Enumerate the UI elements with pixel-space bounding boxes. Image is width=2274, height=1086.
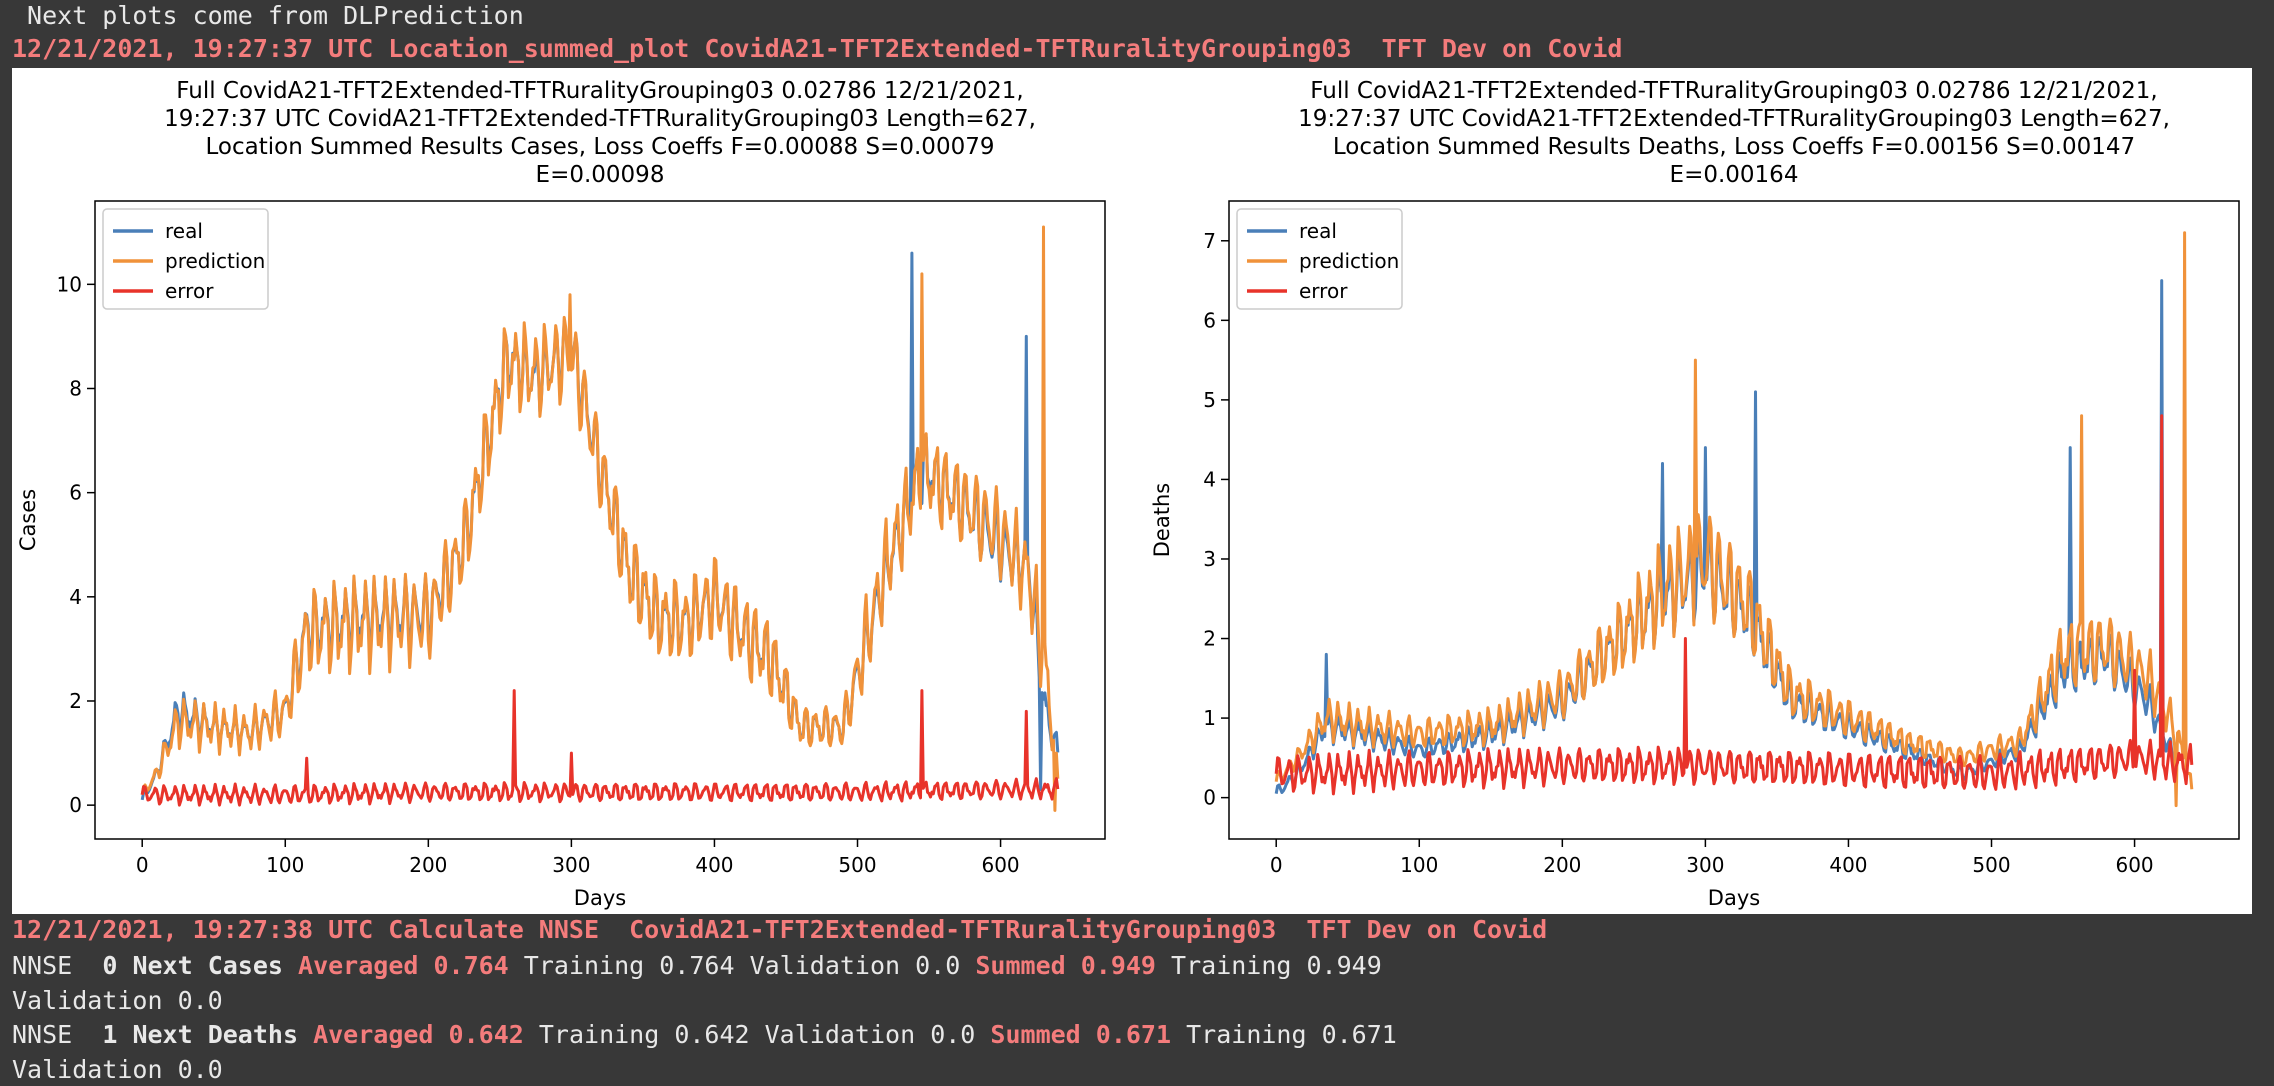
y-tick-label: 8: [69, 376, 82, 400]
legend-label-real: real: [165, 219, 203, 243]
y-tick-label: 2: [1203, 627, 1216, 651]
x-tick-label: 0: [136, 853, 149, 877]
x-tick-label: 500: [838, 853, 876, 877]
y-tick-label: 0: [69, 793, 82, 817]
chart-title-line: Location Summed Results Deaths, Loss Coe…: [1333, 134, 2135, 160]
nnse-averaged-detail: Training 0.764 Validation 0.0: [523, 951, 961, 980]
legend-box: [102, 208, 269, 310]
plot-panel: Full CovidA21-TFT2Extended-TFTRuralityGr…: [12, 68, 2252, 914]
nnse-validation-1: Validation 0.0: [12, 1055, 223, 1084]
x-tick-label: 200: [409, 853, 447, 877]
x-tick-label: 400: [695, 853, 733, 877]
nnse-summed: Summed 0.671: [990, 1020, 1172, 1049]
y-tick-label: 7: [1203, 229, 1216, 253]
y-tick-label: 4: [1203, 467, 1216, 491]
nnse-row-0: NNSE 0 Next Cases Averaged 0.764 Trainin…: [12, 950, 1382, 982]
y-tick-label: 0: [1203, 786, 1216, 810]
y-tick-label: 5: [1203, 388, 1216, 412]
x-axis-label: Days: [1708, 886, 1760, 910]
x-tick-label: 0: [1270, 853, 1283, 877]
x-tick-label: 100: [266, 853, 304, 877]
axes-frame: [1228, 200, 2240, 840]
nnse-summed-detail: Training 0.671: [1186, 1020, 1397, 1049]
chart-title-line: 19:27:37 UTC CovidA21-TFT2Extended-TFTRu…: [164, 106, 1036, 132]
nnse-id: 1: [102, 1020, 118, 1049]
chart-title-line: E=0.00164: [1670, 162, 1799, 188]
chart-cases: Full CovidA21-TFT2Extended-TFTRuralityGr…: [16, 78, 1106, 910]
y-axis-label: Deaths: [1150, 483, 1174, 557]
intro-text: Next plots come from DLPrediction: [12, 1, 524, 30]
series-line-error: [1274, 414, 2194, 796]
series-line-prediction: [1274, 231, 2194, 808]
legend-label-error: error: [1299, 279, 1348, 303]
y-tick-label: 6: [69, 481, 82, 505]
chart-title-line: Location Summed Results Cases, Loss Coef…: [206, 134, 995, 160]
chart-title-line: E=0.00098: [536, 162, 665, 188]
x-tick-label: 300: [1686, 853, 1724, 877]
chart-title-line: 19:27:37 UTC CovidA21-TFT2Extended-TFTRu…: [1298, 106, 2170, 132]
nnse-prefix: NNSE: [12, 1020, 103, 1049]
y-axis-label: Cases: [16, 489, 40, 551]
chart-title-line: Full CovidA21-TFT2Extended-TFTRuralityGr…: [176, 78, 1023, 104]
nnse-label: Next Cases: [132, 951, 283, 980]
chart-title-line: Full CovidA21-TFT2Extended-TFTRuralityGr…: [1310, 78, 2157, 104]
legend-label-prediction: prediction: [1299, 249, 1399, 273]
plots-svg: Full CovidA21-TFT2Extended-TFTRuralityGr…: [16, 78, 2240, 910]
x-tick-label: 500: [1972, 853, 2010, 877]
axes-frame: [94, 200, 1106, 840]
nnse-summed-detail: Training 0.949: [1171, 951, 1382, 980]
nnse-row-1: NNSE 1 Next Deaths Averaged 0.642 Traini…: [12, 1019, 1397, 1051]
x-tick-label: 200: [1543, 853, 1581, 877]
nnse-heading: 12/21/2021, 19:27:38 UTC Calculate NNSE …: [12, 915, 1548, 944]
y-tick-label: 4: [69, 585, 82, 609]
y-tick-label: 2: [69, 689, 82, 713]
plot-heading: 12/21/2021, 19:27:37 UTC Location_summed…: [12, 34, 1623, 63]
nnse-averaged: Averaged 0.764: [298, 951, 509, 980]
x-tick-label: 600: [2115, 853, 2153, 877]
x-tick-label: 600: [981, 853, 1019, 877]
legend-label-real: real: [1299, 219, 1337, 243]
y-tick-label: 10: [57, 272, 82, 296]
legend-label-error: error: [165, 279, 214, 303]
nnse-validation-0: Validation 0.0: [12, 986, 223, 1015]
nnse-label: Next Deaths: [132, 1020, 299, 1049]
nnse-averaged-detail: Training 0.642 Validation 0.0: [538, 1020, 976, 1049]
series-line-real: [1274, 279, 2179, 794]
nnse-averaged: Averaged 0.642: [313, 1020, 524, 1049]
nnse-summed: Summed 0.949: [975, 951, 1156, 980]
x-tick-label: 100: [1400, 853, 1438, 877]
x-tick-label: 300: [552, 853, 590, 877]
nnse-id: 0: [102, 951, 118, 980]
y-tick-label: 3: [1203, 547, 1216, 571]
legend-label-prediction: prediction: [165, 249, 265, 273]
series-line-error: [140, 689, 1060, 807]
nnse-prefix: NNSE: [12, 951, 103, 980]
x-tick-label: 400: [1829, 853, 1867, 877]
chart-deaths: Full CovidA21-TFT2Extended-TFTRuralityGr…: [1150, 78, 2240, 910]
y-tick-label: 1: [1203, 706, 1216, 730]
y-tick-label: 6: [1203, 308, 1216, 332]
legend-box: [1236, 208, 1403, 310]
x-axis-label: Days: [574, 886, 626, 910]
series-line-prediction: [140, 225, 1060, 812]
